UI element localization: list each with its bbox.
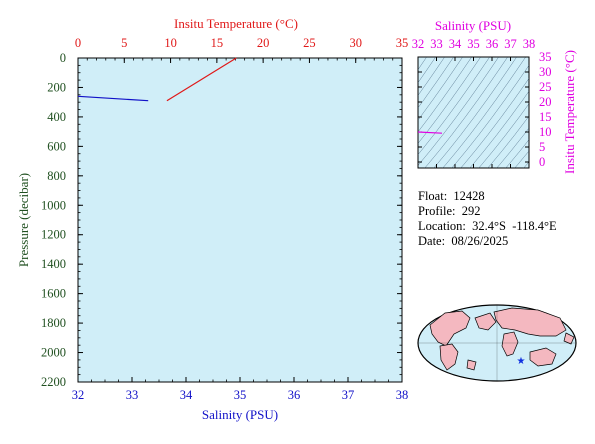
density-contour: [418, 57, 490, 156]
world-map: ★: [417, 304, 577, 382]
float-info: Float: 12428 Profile: 292 Location: 32.4…: [418, 189, 557, 249]
ts-density-contours: [418, 57, 529, 168]
ts-salinity-tick-label: 36: [486, 37, 499, 51]
salinity-tick-label: 38: [396, 388, 409, 402]
pressure-axis-title: Pressure (decibar): [16, 173, 31, 267]
ts-temperature-tick-label: 0: [539, 155, 545, 169]
salinity-tick-label: 34: [180, 388, 193, 402]
pressure-tick-label: 1400: [41, 257, 66, 271]
density-contour: [418, 57, 481, 144]
pressure-tick-label: 1800: [41, 316, 66, 330]
density-contour: [460, 77, 529, 168]
salinity-tick-label: 32: [72, 388, 85, 402]
ts-temperature-tick-label: 5: [539, 140, 545, 154]
temperature-tick-label: 10: [164, 36, 177, 50]
pressure-tick-label: 1000: [41, 198, 66, 212]
temperature-tick-label: 5: [121, 36, 127, 50]
density-contour: [418, 57, 436, 84]
salinity-axis-title: Salinity (PSU): [202, 407, 278, 422]
ts-salinity-title: Salinity (PSU): [435, 18, 511, 33]
salinity-tick-label: 36: [288, 388, 301, 402]
ts-salinity-tick-label: 34: [449, 37, 462, 51]
ts-salinity-axis: 32 33 34 35 36 37 38: [412, 37, 536, 168]
salinity-profile-line: [77, 95, 149, 102]
ts-salinity-tick-label: 37: [504, 37, 517, 51]
temperature-tick-label: 15: [211, 36, 224, 50]
map-land: [429, 307, 575, 371]
ts-salinity-tick-label: 38: [523, 37, 536, 51]
date: Date: 08/26/2025: [418, 234, 509, 248]
temperature-tick-label: 20: [257, 36, 270, 50]
pressure-tick-label: 800: [47, 169, 66, 183]
density-contour: [418, 57, 445, 96]
pressure-tick-label: 400: [47, 110, 66, 124]
float-id: Float: 12428: [418, 189, 485, 203]
density-contour: [418, 57, 454, 109]
density-contour: [523, 161, 529, 168]
density-contour: [424, 57, 508, 168]
density-contour: [442, 57, 526, 168]
ts-temperature-tick-label: 30: [539, 65, 552, 79]
ts-plot-area: [417, 56, 530, 169]
ts-curve: [418, 131, 443, 134]
ts-salinity-tick-label: 33: [430, 37, 443, 51]
pressure-tick-label: 0: [60, 51, 66, 65]
temperature-axis-top: 0 5 10 15 20 25 30 35: [75, 36, 408, 63]
pressure-tick-label: 200: [47, 80, 66, 94]
star-icon: ★: [517, 356, 526, 367]
ts-temperature-tick-label: 25: [539, 80, 552, 94]
profile-series: [77, 57, 237, 102]
salinity-tick-label: 33: [126, 388, 139, 402]
density-contour: [418, 57, 463, 121]
ts-salinity-tick-label: 32: [412, 37, 425, 51]
pressure-axis: 0 200 400 600 800 1000 1200 1400 1600 1800 2000 220…: [41, 51, 402, 389]
pressure-tick-label: 2200: [41, 375, 66, 389]
density-contour: [451, 64, 529, 168]
salinity-axis-bottom: 32 33 34 35 36 37 38: [72, 377, 409, 402]
pressure-tick-label: 1600: [41, 287, 66, 301]
density-contour: [418, 57, 427, 71]
temperature-axis-title: Insitu Temperature (°C): [174, 16, 298, 31]
ts-temperature-tick-label: 35: [539, 50, 552, 64]
location: Location: 32.4°S -118.4°E: [418, 219, 557, 233]
pressure-tick-label: 1200: [41, 228, 66, 242]
salinity-tick-label: 35: [234, 388, 247, 402]
pressure-tick-label: 2000: [41, 346, 66, 360]
ts-salinity-tick-label: 35: [467, 37, 480, 51]
ts-temperature-tick-label: 15: [539, 110, 552, 124]
density-contour: [505, 139, 529, 168]
temperature-tick-label: 30: [349, 36, 362, 50]
ts-series: [418, 131, 443, 134]
temperature-tick-label: 25: [303, 36, 316, 50]
density-contour: [487, 115, 529, 168]
pressure-tick-label: 600: [47, 139, 66, 153]
density-contour: [496, 127, 529, 168]
density-contour: [433, 57, 517, 168]
density-contour: [478, 103, 529, 168]
salinity-tick-label: 37: [342, 388, 355, 402]
density-contour: [469, 90, 529, 168]
ts-temperature-tick-label: 20: [539, 95, 552, 109]
ts-temperature-title: Insitu Temperature (°C): [562, 50, 577, 174]
ts-temperature-tick-label: 10: [539, 125, 552, 139]
profile-number: Profile: 292: [418, 204, 481, 218]
density-contour: [418, 57, 499, 166]
density-contour: [418, 57, 472, 133]
temperature-tick-label: 35: [396, 36, 409, 50]
temperature-profile-line: [166, 57, 237, 102]
density-contour: [514, 150, 529, 168]
profile-plot-area: [77, 57, 403, 383]
temperature-tick-label: 0: [75, 36, 81, 50]
